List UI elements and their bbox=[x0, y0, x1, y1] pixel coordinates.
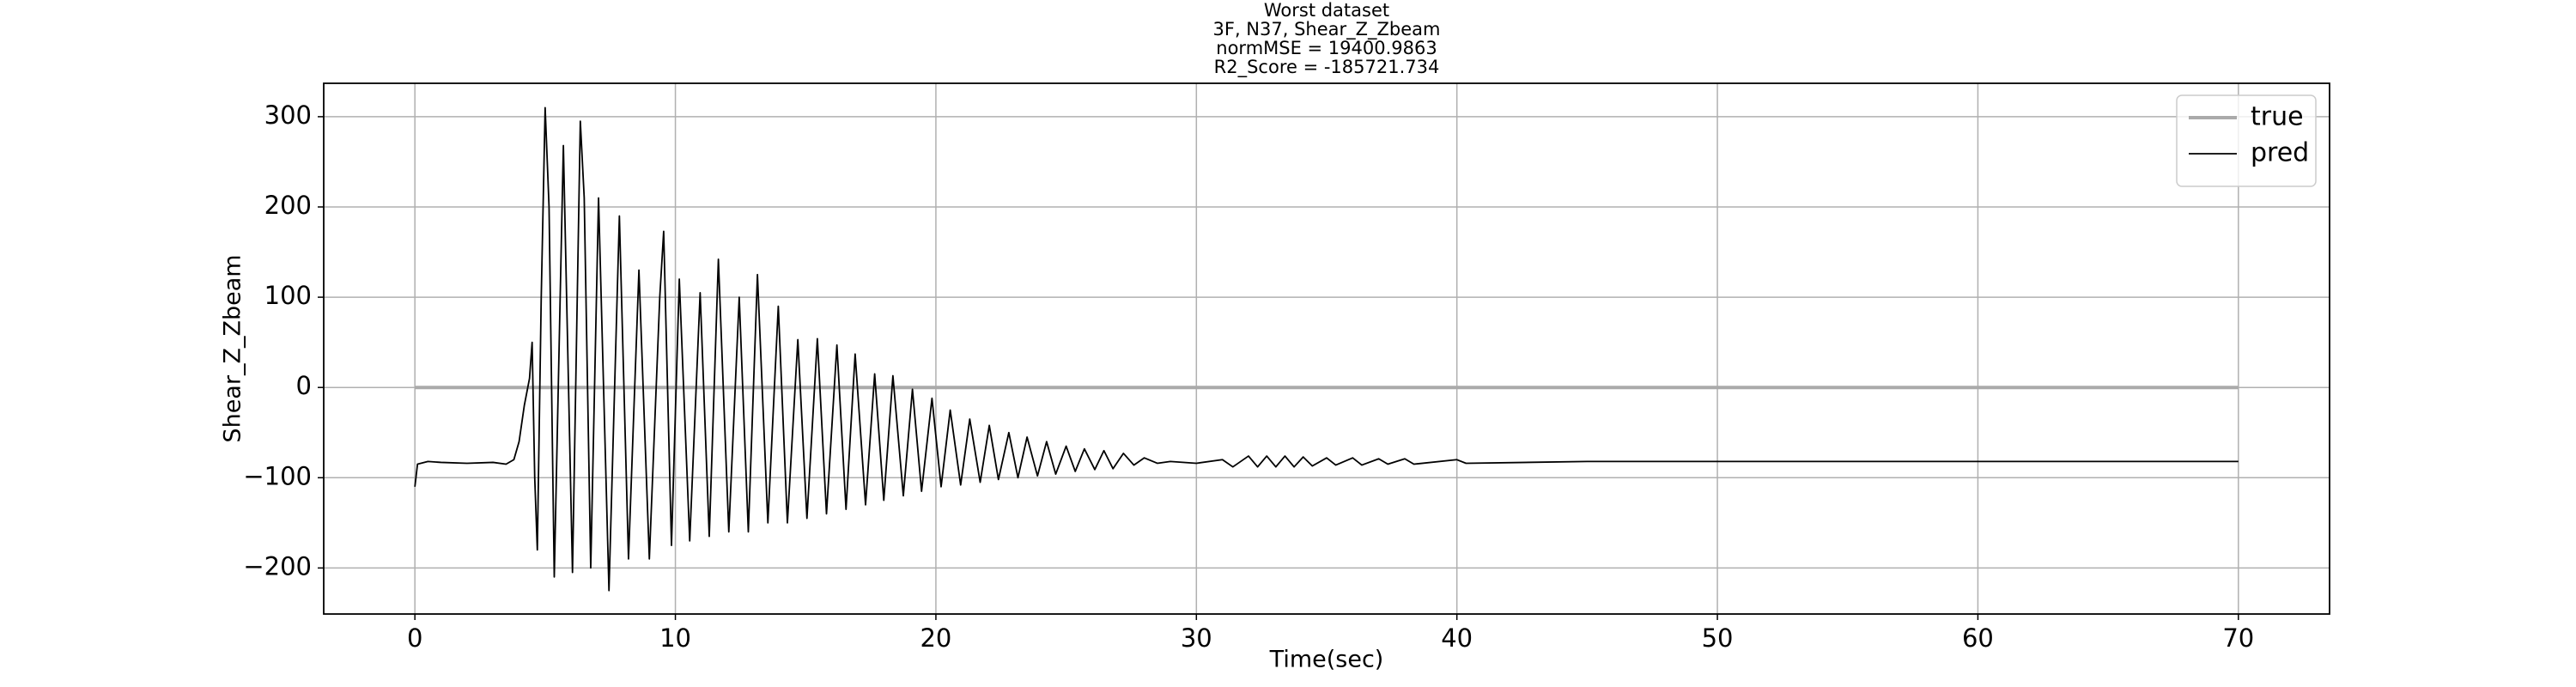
x-tick-label: 60 bbox=[1962, 623, 1994, 653]
x-tick-label: 0 bbox=[407, 623, 422, 653]
legend: true pred bbox=[2176, 94, 2317, 187]
line-series bbox=[414, 106, 2239, 592]
x-tick-label: 20 bbox=[920, 623, 951, 653]
y-tick-label: 200 bbox=[264, 191, 312, 220]
plot-frame bbox=[323, 82, 2330, 615]
y-tick-label: 0 bbox=[296, 371, 312, 400]
y-tick-label: −200 bbox=[243, 551, 312, 581]
x-tick-label: 70 bbox=[2222, 623, 2254, 653]
x-tick-label: 10 bbox=[659, 623, 691, 653]
legend-label: true bbox=[2251, 102, 2304, 132]
x-tick-label: 40 bbox=[1441, 623, 1473, 653]
chart-title: normMSE = 19400.9863 bbox=[1216, 38, 1437, 58]
x-tick-label: 50 bbox=[1702, 623, 1734, 653]
y-axis-label: Shear_Z_Zbeam bbox=[220, 254, 246, 442]
chart-title: 3F, N37, Shear_Z_Zbeam bbox=[1213, 19, 1441, 40]
chart-title: R2_Score = -185721.734 bbox=[1214, 57, 1440, 78]
y-tick-label: −100 bbox=[243, 461, 312, 490]
x-axis-label: Time(sec) bbox=[1269, 647, 1384, 673]
y-tick-label: 300 bbox=[264, 100, 312, 130]
legend-label: pred bbox=[2251, 138, 2309, 168]
x-tick-label: 30 bbox=[1181, 623, 1212, 653]
y-tick-label: 100 bbox=[264, 281, 312, 310]
chart-title: Worst dataset bbox=[1264, 0, 1389, 21]
